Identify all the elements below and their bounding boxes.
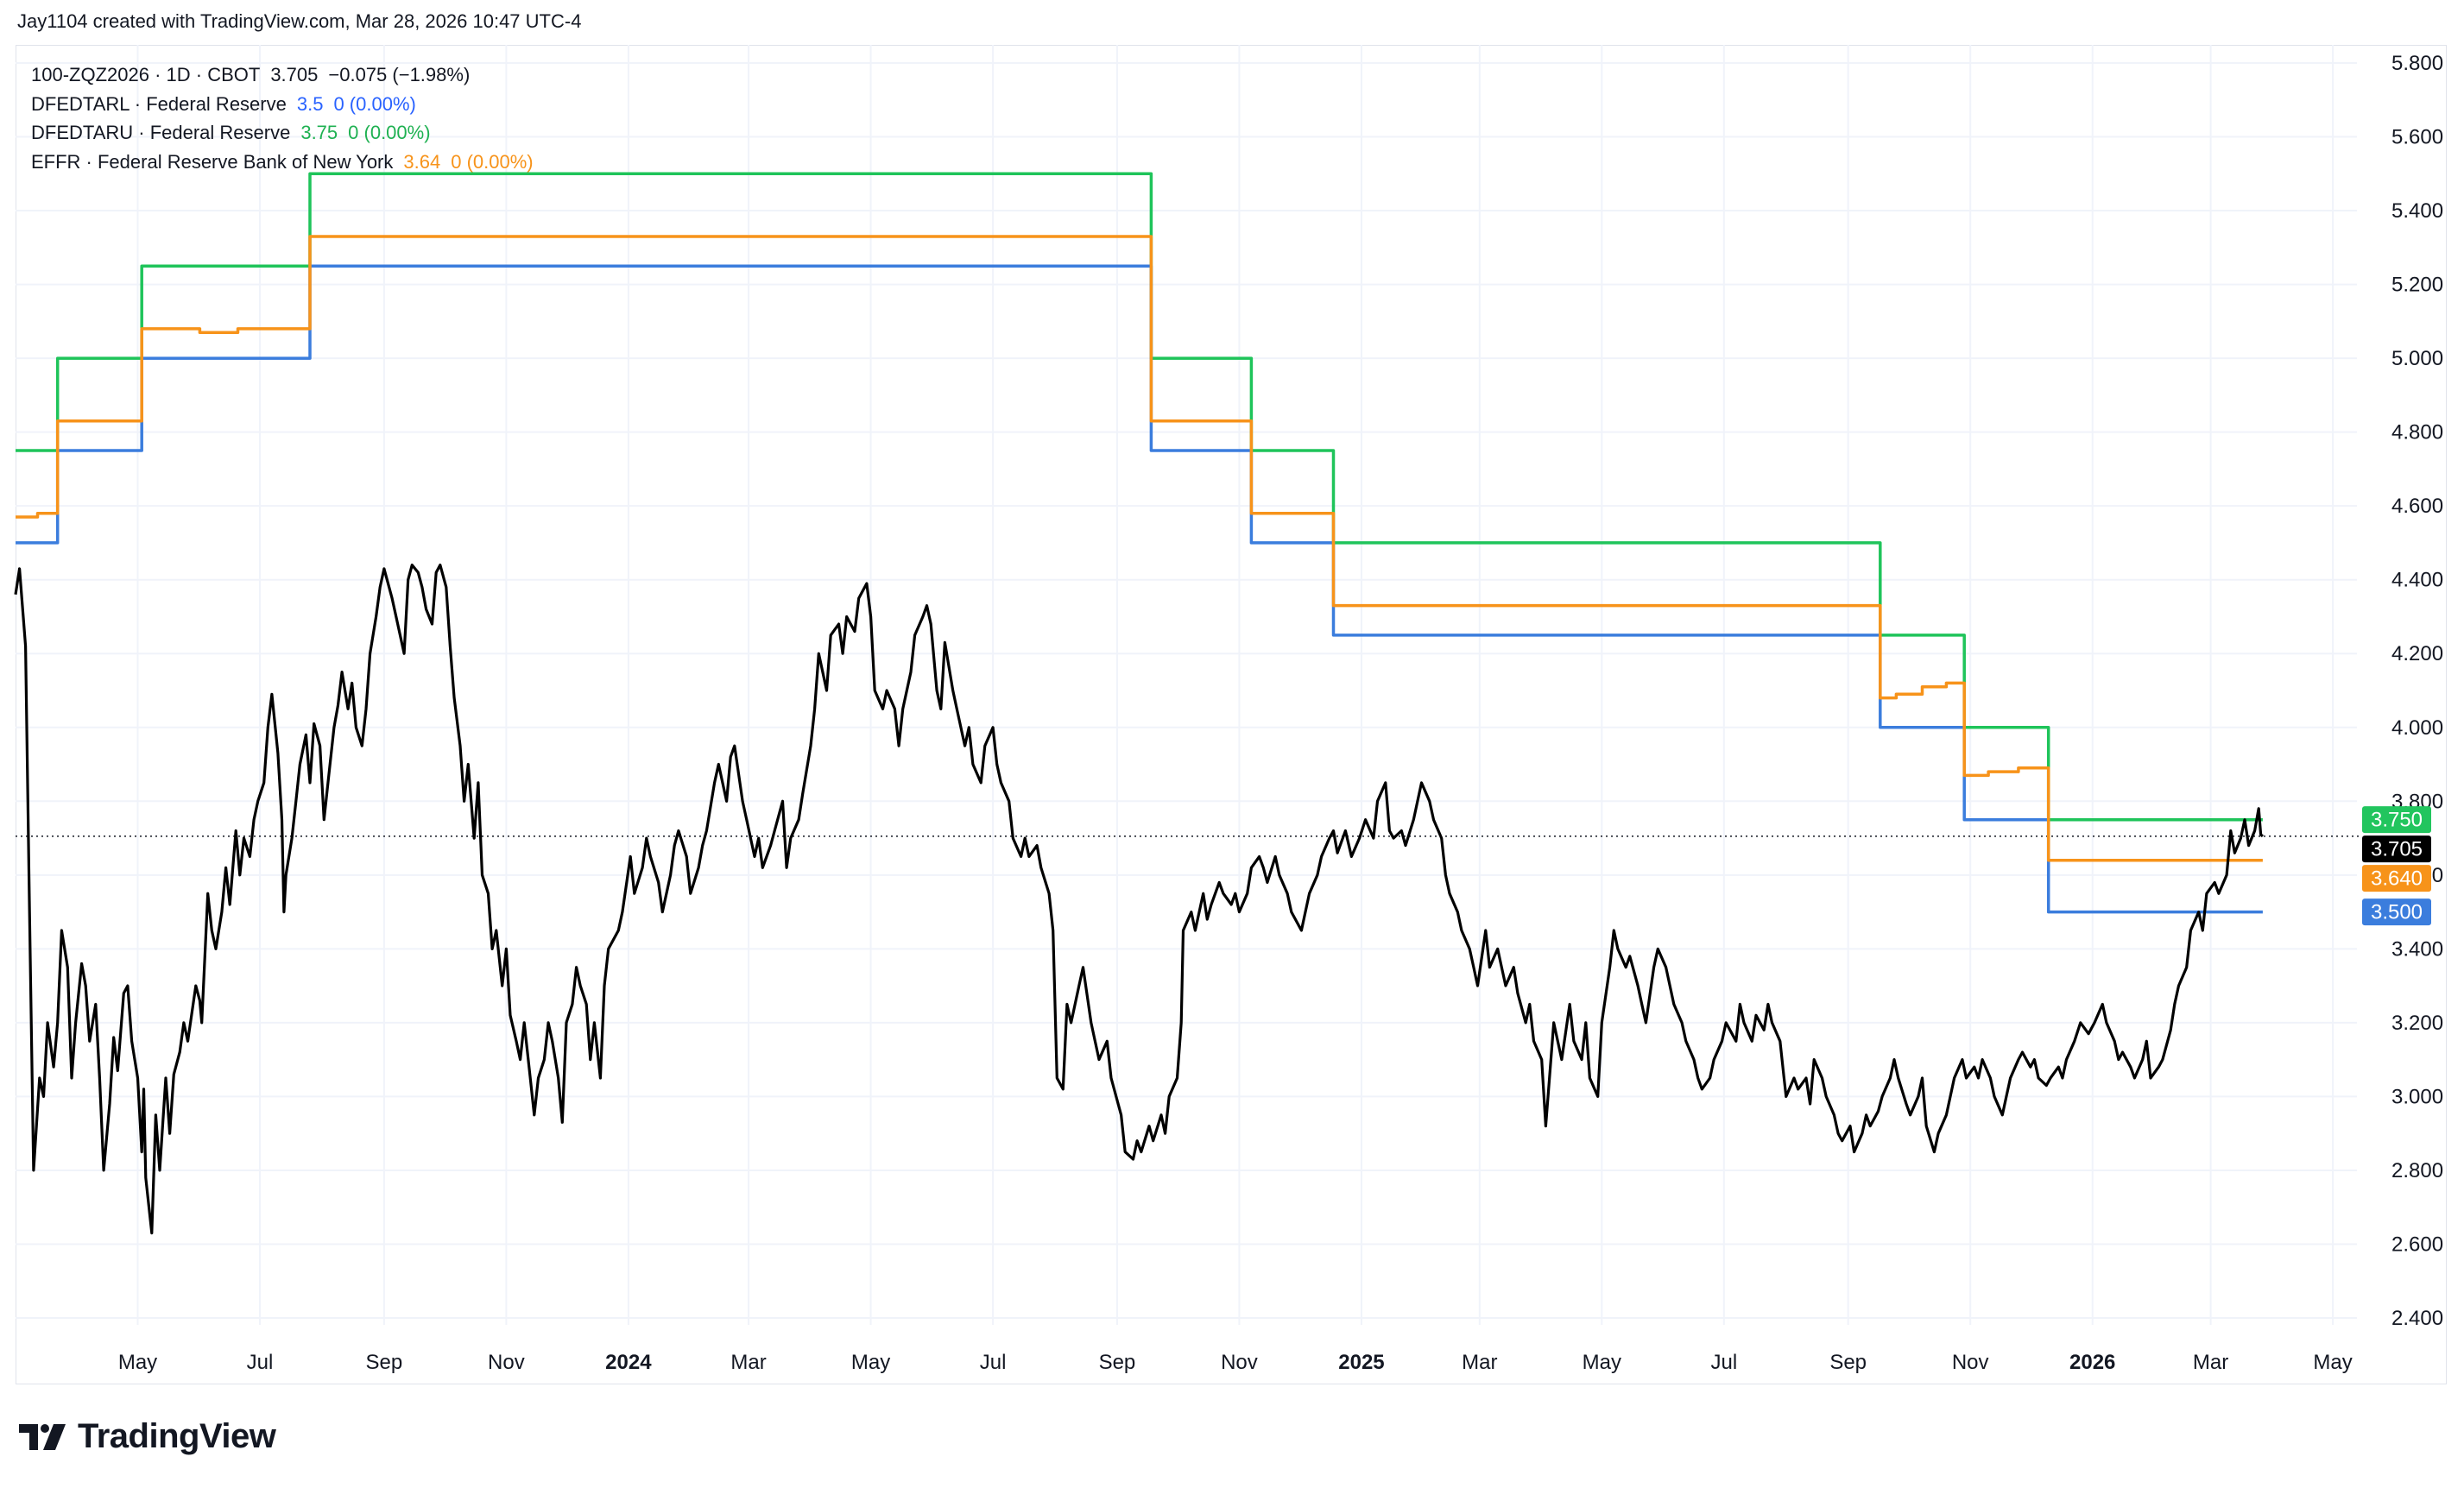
x-tick-label: Mar	[1462, 1351, 1497, 1374]
x-tick-label: Sep	[366, 1351, 403, 1374]
price-tag: 3.705	[2362, 835, 2431, 863]
y-tick-label: 3.000	[2391, 1085, 2443, 1108]
y-tick-label: 3.400	[2391, 937, 2443, 961]
legend-change: 0 (0.00%)	[451, 150, 534, 173]
price-tag-bg	[2362, 835, 2431, 863]
x-tick-label: May	[1583, 1351, 1621, 1374]
series-lines	[14, 172, 2362, 1235]
legend-name: 100-ZQZ2026 · 1D · CBOT	[31, 64, 261, 85]
legend-row-upper[interactable]: DFEDTARU · Federal Reserve 3.75 0 (0.00%)	[31, 118, 534, 148]
x-tick-label: 2025	[1338, 1351, 1384, 1374]
price-tag-bg	[2362, 865, 2431, 892]
y-tick-label: 3.200	[2391, 1012, 2443, 1035]
legend-change: 0 (0.00%)	[348, 122, 431, 143]
futures-price-line	[14, 564, 2264, 1235]
x-tick-label: Nov	[1221, 1351, 1258, 1374]
x-tick-label: May	[2313, 1351, 2352, 1374]
price-tag-label: 3.500	[2371, 901, 2423, 924]
legend-value: 3.64	[403, 150, 441, 173]
price-tag-label: 3.640	[2371, 867, 2423, 891]
y-tick-label: 2.600	[2391, 1233, 2443, 1256]
chart-attribution: Jay1104 created with TradingView.com, Ma…	[17, 10, 582, 32]
price-tag-bg	[2362, 898, 2431, 926]
y-tick-label: 5.800	[2391, 52, 2443, 75]
x-tick-label: Jul	[247, 1351, 274, 1374]
price-tag-label: 3.705	[2371, 838, 2423, 861]
price-tag-bg	[2362, 806, 2431, 834]
legend-row-futures[interactable]: 100-ZQZ2026 · 1D · CBOT 3.705 −0.075 (−1.9…	[31, 60, 534, 90]
y-tick-label: 5.200	[2391, 274, 2443, 297]
x-tick-label: Jul	[1711, 1351, 1738, 1374]
x-tick-label: Jul	[980, 1351, 1007, 1374]
chart-frame	[16, 45, 2447, 1384]
effr-line	[16, 235, 2263, 862]
price-tag: 3.500	[2362, 898, 2431, 926]
price-tag: 3.750	[2362, 806, 2431, 834]
price-tag-label: 3.750	[2371, 809, 2423, 832]
y-tick-label: 5.000	[2391, 347, 2443, 370]
y-tick-label: 5.400	[2391, 199, 2443, 223]
y-tick-label: 4.400	[2391, 569, 2443, 592]
price-tag: 3.640	[2362, 865, 2431, 892]
gridlines	[16, 45, 2357, 1325]
y-tick-label: 4.000	[2391, 716, 2443, 740]
y-tick-label: 4.200	[2391, 642, 2443, 665]
legend-value: 3.705	[270, 64, 319, 85]
tradingview-logo-text: TradingView	[78, 1417, 276, 1455]
x-axis: May Jul Sep Nov 2024 Mar May Jul Sep Nov 2025 Mar Ma…	[118, 1351, 2353, 1374]
lower-target-line	[16, 264, 2263, 914]
y-tick-label: 2.800	[2391, 1159, 2443, 1182]
y-axis: 5.800 5.600 5.400 5.200 5.000 4.800 4.600 4.400…	[2391, 52, 2443, 1330]
x-tick-label: 2026	[2069, 1351, 2115, 1374]
legend-row-lower[interactable]: DFEDTARL · Federal Reserve 3.5 0 (0.00%)	[31, 90, 534, 119]
tradingview-logo[interactable]: TradingView	[19, 1417, 276, 1456]
x-tick-label: Sep	[1099, 1351, 1136, 1374]
y-tick-label: 2.400	[2391, 1307, 2443, 1330]
x-tick-label: May	[851, 1351, 890, 1374]
legend-change: 0 (0.00%)	[333, 92, 416, 115]
chart-legend: 100-ZQZ2026 · 1D · CBOT 3.705 −0.075 (−1.9…	[31, 60, 534, 176]
legend-row-effr[interactable]: EFFR · Federal Reserve Bank of New York 3…	[31, 148, 534, 177]
x-tick-label: Nov	[488, 1351, 525, 1374]
x-tick-label: Mar	[730, 1351, 766, 1374]
x-tick-label: May	[118, 1351, 157, 1374]
tradingview-logo-icon	[19, 1423, 66, 1450]
y-tick-label: 4.600	[2391, 495, 2443, 518]
x-tick-label: 2024	[605, 1351, 652, 1374]
legend-value: 3.5	[296, 92, 324, 115]
price-tags: 3.750 3.705 3.640 3.500	[2362, 806, 2431, 926]
legend-value: 3.75	[300, 122, 338, 143]
x-tick-label: Mar	[2193, 1351, 2228, 1374]
legend-name: DFEDTARL · Federal Reserve	[31, 92, 287, 115]
legend-name: DFEDTARU · Federal Reserve	[31, 122, 291, 143]
upper-target-line	[16, 172, 2263, 822]
legend-name: EFFR · Federal Reserve Bank of New York	[31, 150, 394, 173]
x-tick-label: Nov	[1952, 1351, 1989, 1374]
y-tick-label: 4.800	[2391, 421, 2443, 445]
legend-change: −0.075 (−1.98%)	[328, 64, 471, 85]
x-tick-label: Sep	[1829, 1351, 1867, 1374]
y-tick-label: 5.600	[2391, 126, 2443, 149]
